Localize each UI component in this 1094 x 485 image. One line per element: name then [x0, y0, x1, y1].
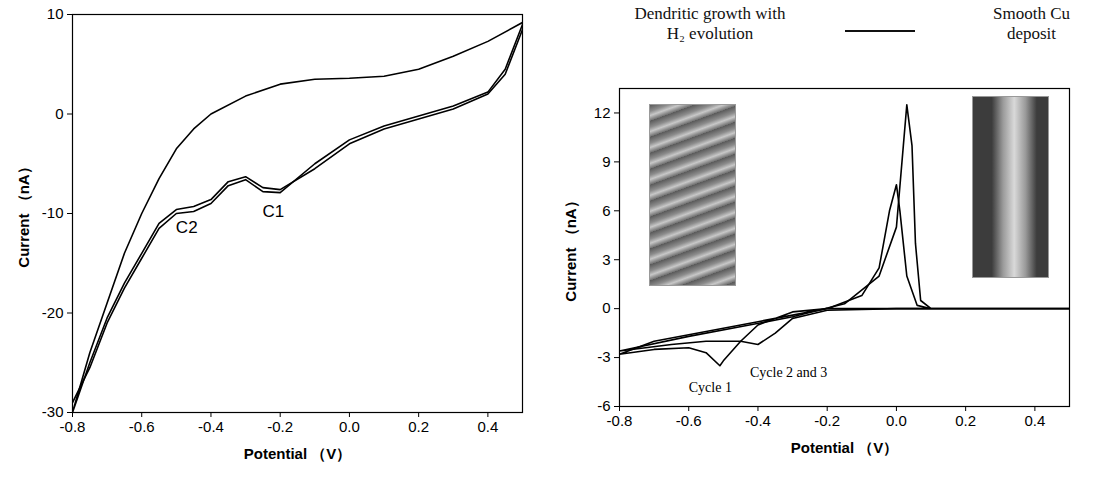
html-text:Smooth Cu deposit: Smooth Cu deposit [993, 4, 1070, 43]
svg-text:12: 12 [594, 104, 611, 121]
svg-text:Cycle 2 and 3: Cycle 2 and 3 [750, 365, 827, 380]
svg-text:0.4: 0.4 [477, 418, 498, 435]
svg-text:-3: -3 [597, 348, 610, 365]
svg-text:0.4: 0.4 [1024, 412, 1045, 429]
svg-text:-0.2: -0.2 [267, 418, 293, 435]
svg-text:Cycle 1: Cycle 1 [689, 380, 732, 395]
svg-text:Current （nA）: Current （nA） [15, 159, 32, 267]
svg-text:-0.8: -0.8 [607, 412, 633, 429]
svg-text:0: 0 [602, 299, 610, 316]
svg-text:-6: -6 [597, 397, 610, 414]
svg-text:0.0: 0.0 [886, 412, 907, 429]
svg-text:Current （nA）: Current （nA） [562, 193, 579, 301]
svg-text:0: 0 [55, 105, 63, 122]
svg-text:-0.4: -0.4 [745, 412, 771, 429]
svg-text:10: 10 [47, 5, 64, 22]
svg-text:Potential （V）: Potential （V） [791, 439, 899, 456]
svg-text:Potential （V）: Potential （V） [244, 445, 352, 462]
svg-text:-0.8: -0.8 [60, 418, 86, 435]
svg-text:-20: -20 [42, 304, 64, 321]
html-text:Dendritic growth with H₂ evolu: Dendritic growth with H₂ evolution [634, 4, 786, 43]
svg-text:-0.2: -0.2 [814, 412, 840, 429]
svg-text:-0.6: -0.6 [676, 412, 702, 429]
svg-text:C2: C2 [176, 218, 198, 237]
svg-text:0.2: 0.2 [955, 412, 976, 429]
svg-text:-0.4: -0.4 [198, 418, 224, 435]
svg-text:9: 9 [602, 153, 610, 170]
svg-text:3: 3 [602, 251, 610, 268]
svg-text:-30: -30 [42, 403, 64, 420]
svg-text:-0.6: -0.6 [129, 418, 155, 435]
svg-text:0.0: 0.0 [339, 418, 360, 435]
svg-text:-10: -10 [42, 204, 64, 221]
svg-text:C1: C1 [262, 202, 284, 221]
svg-text:0.2: 0.2 [408, 418, 429, 435]
svg-text:6: 6 [602, 202, 610, 219]
